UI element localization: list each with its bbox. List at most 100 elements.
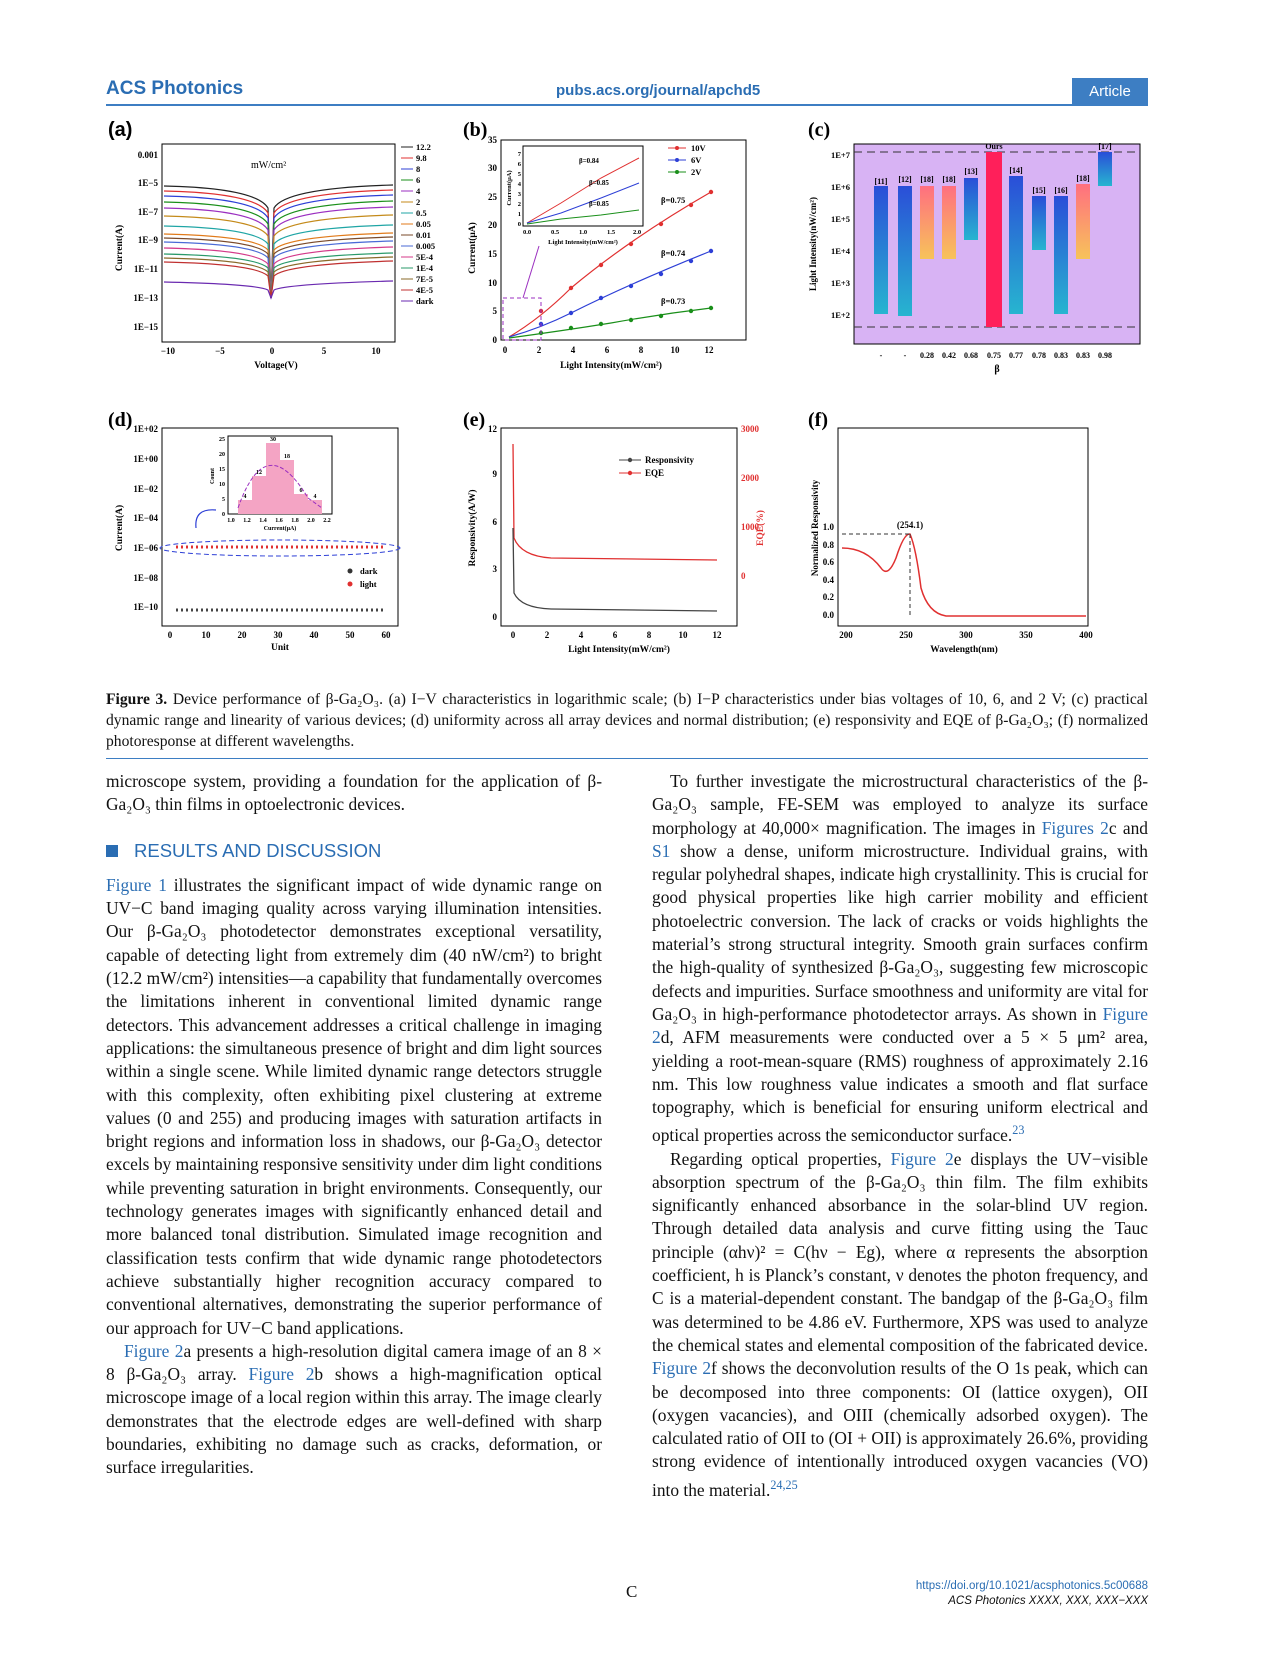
page-number: C: [626, 1582, 638, 1601]
panel-d-letter: (d): [108, 409, 132, 431]
header-rule: [106, 104, 1148, 106]
journal-url-link[interactable]: pubs.acs.org/journal/apchd5: [556, 82, 761, 99]
paragraph-4: Regarding optical properties, Figure 2e …: [652, 1148, 1149, 1500]
svg-text:2.2: 2.2: [323, 518, 331, 524]
svg-text:0.5: 0.5: [551, 229, 560, 236]
panel-d-yticks: 1E+02 1E+00 1E−02 1E−04 1E−06 1E−08 1E−1…: [133, 424, 158, 612]
panel-f-yticks: 0.0 0.2 0.4 0.6 0.8 1.0: [823, 522, 835, 620]
svg-text:4: 4: [416, 186, 421, 196]
panel-d-xlabel: Unit: [271, 643, 290, 653]
figure-2d-link[interactable]: Figure 2: [652, 1003, 1148, 1048]
svg-text:8: 8: [639, 345, 644, 355]
panel-b-ylabel: Current(μA): [467, 222, 478, 274]
ref-23-link[interactable]: 23: [1012, 1123, 1025, 1138]
svg-text:2: 2: [518, 201, 521, 208]
svg-text:4: 4: [571, 345, 576, 355]
svg-text:[16]: [16]: [1054, 186, 1068, 195]
svg-text:12: 12: [705, 345, 715, 355]
svg-text:4: 4: [518, 181, 522, 188]
svg-text:50: 50: [346, 630, 356, 640]
svg-text:5: 5: [493, 306, 498, 316]
panel-b: (b) 0 5 10 15 20 25 30 35 0 2 4 6 8 10 1…: [463, 119, 747, 371]
svg-text:7: 7: [518, 151, 522, 158]
svg-text:0: 0: [503, 345, 508, 355]
paragraph-3: To further investigate the microstructur…: [652, 771, 1148, 1146]
panel-a-curves: [163, 184, 394, 300]
svg-text:[17]: [17]: [1098, 142, 1112, 151]
panel-b-letter: (b): [463, 119, 487, 141]
figure-s1-link[interactable]: S1: [652, 840, 671, 861]
panel-a-legend: 12.2 9.8 8 6 4 2 0.5 0.05 0.01 0.005 5E-…: [401, 142, 435, 306]
svg-text:0.001: 0.001: [138, 150, 159, 160]
svg-text:1E−06: 1E−06: [133, 543, 158, 553]
ref-24-25-link[interactable]: 24,25: [770, 1477, 798, 1492]
svg-text:10: 10: [202, 630, 212, 640]
svg-text:10: 10: [219, 482, 225, 488]
svg-text:1E−9: 1E−9: [138, 235, 159, 245]
figure-1-link[interactable]: Figure 1: [106, 874, 167, 895]
article-badge: Article: [1072, 78, 1148, 105]
svg-text:6: 6: [518, 161, 522, 168]
svg-text:0: 0: [270, 346, 275, 356]
svg-text:1E−15: 1E−15: [133, 322, 158, 332]
svg-text:4: 4: [244, 494, 247, 500]
svg-text:9.8: 9.8: [416, 153, 427, 163]
panel-c-yticks: 1E+7 1E+6 1E+5 1E+4 1E+3 1E+2: [831, 150, 851, 320]
svg-text:6: 6: [416, 175, 420, 185]
panel-b-points: [538, 189, 714, 336]
svg-text:0.83: 0.83: [1054, 351, 1068, 360]
svg-text:β=0.73: β=0.73: [661, 296, 685, 306]
svg-text:β=0.85: β=0.85: [589, 179, 609, 187]
svg-text:250: 250: [899, 630, 913, 640]
svg-text:1E+00: 1E+00: [133, 454, 158, 464]
left-column: microscope system, providing a foundatio…: [106, 770, 602, 1480]
svg-text:1E−08: 1E−08: [133, 573, 158, 583]
figure-2b-link[interactable]: Figure 2: [248, 1364, 315, 1385]
svg-text:1E-4: 1E-4: [416, 263, 434, 273]
figure-3: (a) mW/cm² 0.001 1E−5 1E−7 1E−9 1E−11: [106, 118, 1151, 688]
svg-text:8: 8: [416, 164, 420, 174]
figure-2f-link[interactable]: Figure 2: [652, 1358, 712, 1379]
svg-text:0.005: 0.005: [416, 241, 435, 251]
panel-b-xticks: 0 2 4 6 8 10 12: [503, 345, 714, 355]
svg-text:1E−5: 1E−5: [138, 178, 159, 188]
svg-text:6: 6: [493, 517, 498, 527]
panel-c-xlabel: β: [994, 364, 999, 375]
paragraph-1: Figure 1 illustrates the significant imp…: [106, 874, 602, 1338]
panel-f-peak: (254.1): [897, 520, 923, 530]
figure-caption: Figure 3. Device performance of β-Ga₂O₃.…: [106, 689, 1148, 752]
svg-text:10: 10: [488, 278, 498, 288]
svg-text:30: 30: [488, 163, 498, 173]
figure-2a-link[interactable]: Figure 2: [124, 1340, 184, 1361]
svg-text:3000: 3000: [741, 424, 760, 434]
doi-link[interactable]: https://doi.org/10.1021/acsphotonics.5c0…: [915, 1580, 1148, 1592]
svg-text:β=0.84: β=0.84: [579, 157, 599, 165]
panel-b-xlabel: Light Intensity(mW/cm²): [560, 360, 662, 371]
figures-2c-link[interactable]: Figures 2: [1041, 817, 1109, 838]
svg-text:1E−11: 1E−11: [134, 264, 159, 274]
svg-text:1E+02: 1E+02: [133, 424, 158, 434]
svg-text:25: 25: [488, 192, 498, 202]
figure-2e-link[interactable]: Figure 2: [890, 1148, 954, 1169]
section-heading: RESULTS AND DISCUSSION: [106, 839, 602, 862]
panel-d: (d) 1E+02 1E+00 1E−02 1E−04 1E−06 1E−08 …: [108, 409, 401, 653]
svg-text:0: 0: [741, 571, 746, 581]
svg-text:2: 2: [545, 630, 550, 640]
svg-text:1E−10: 1E−10: [133, 602, 158, 612]
svg-text:1E+6: 1E+6: [831, 182, 850, 192]
svg-text:1E+3: 1E+3: [831, 278, 850, 288]
figure-3-svg: (a) mW/cm² 0.001 1E−5 1E−7 1E−9 1E−11: [108, 119, 1141, 655]
svg-text:-: -: [904, 351, 907, 360]
svg-text:−5: −5: [215, 346, 225, 356]
svg-text:20: 20: [219, 452, 225, 458]
svg-text:3: 3: [493, 564, 498, 574]
svg-text:0.0: 0.0: [823, 610, 835, 620]
panel-a: (a) mW/cm² 0.001 1E−5 1E−7 1E−9 1E−11: [108, 119, 435, 371]
section-square-icon: [106, 844, 118, 857]
svg-text:1E−13: 1E−13: [133, 293, 158, 303]
svg-text:Ours: Ours: [985, 142, 1002, 151]
svg-text:4E-5: 4E-5: [416, 285, 433, 295]
svg-text:1E−02: 1E−02: [133, 484, 158, 494]
svg-text:[13]: [13]: [964, 167, 978, 176]
svg-text:12.2: 12.2: [416, 142, 431, 152]
